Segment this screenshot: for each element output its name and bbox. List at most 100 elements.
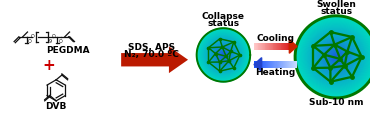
Circle shape xyxy=(221,52,226,58)
Bar xyxy=(288,43,289,50)
Circle shape xyxy=(322,43,350,71)
Bar xyxy=(274,61,276,68)
Circle shape xyxy=(198,30,249,80)
Circle shape xyxy=(335,56,337,58)
Circle shape xyxy=(329,50,344,64)
Bar xyxy=(274,43,275,50)
Circle shape xyxy=(218,50,229,60)
Bar xyxy=(266,61,267,68)
Bar xyxy=(254,43,255,50)
Bar xyxy=(276,61,277,68)
Circle shape xyxy=(220,52,227,58)
Circle shape xyxy=(307,28,365,86)
Circle shape xyxy=(208,39,239,71)
Circle shape xyxy=(201,33,245,77)
Text: PEGDMA: PEGDMA xyxy=(46,46,90,55)
Circle shape xyxy=(304,25,368,89)
Bar xyxy=(268,43,269,50)
Bar xyxy=(257,43,259,50)
Bar xyxy=(270,43,271,50)
Circle shape xyxy=(215,46,232,64)
Circle shape xyxy=(321,41,352,72)
Bar xyxy=(267,61,268,68)
Circle shape xyxy=(211,43,236,67)
Polygon shape xyxy=(254,58,262,71)
Circle shape xyxy=(208,40,239,70)
Circle shape xyxy=(213,45,234,65)
Circle shape xyxy=(305,26,367,88)
Text: status: status xyxy=(208,19,240,28)
Circle shape xyxy=(206,37,241,73)
Bar xyxy=(278,61,279,68)
Text: +: + xyxy=(42,58,55,73)
Bar xyxy=(263,61,264,68)
Circle shape xyxy=(217,48,230,62)
Bar xyxy=(259,61,260,68)
Bar xyxy=(281,61,282,68)
Bar xyxy=(272,61,273,68)
Text: 9: 9 xyxy=(48,39,51,44)
Bar xyxy=(293,61,294,68)
Bar xyxy=(270,61,271,68)
Circle shape xyxy=(330,51,342,63)
Circle shape xyxy=(222,53,225,57)
Bar xyxy=(266,43,267,50)
Circle shape xyxy=(309,30,363,84)
Text: O: O xyxy=(30,34,34,39)
Circle shape xyxy=(201,32,246,77)
Bar xyxy=(255,43,256,50)
Bar xyxy=(283,61,284,68)
Bar xyxy=(287,61,288,68)
Circle shape xyxy=(310,31,363,83)
Bar xyxy=(288,61,290,68)
Bar xyxy=(294,61,295,68)
Circle shape xyxy=(315,35,358,78)
Bar xyxy=(286,43,287,50)
Bar xyxy=(273,43,274,50)
Bar xyxy=(269,43,270,50)
Text: Cooling: Cooling xyxy=(257,34,294,43)
Bar xyxy=(291,61,293,68)
Circle shape xyxy=(297,17,376,96)
Bar xyxy=(254,61,255,68)
Circle shape xyxy=(213,44,234,66)
Bar xyxy=(284,61,285,68)
Circle shape xyxy=(207,38,240,72)
Bar xyxy=(277,43,278,50)
Circle shape xyxy=(316,36,357,77)
Circle shape xyxy=(308,29,364,85)
Circle shape xyxy=(198,29,249,81)
Circle shape xyxy=(214,45,233,65)
Circle shape xyxy=(209,41,237,69)
Bar xyxy=(268,61,269,68)
Circle shape xyxy=(223,54,224,55)
Bar xyxy=(264,43,265,50)
Circle shape xyxy=(200,31,247,79)
Circle shape xyxy=(210,42,237,68)
Circle shape xyxy=(297,18,375,96)
Circle shape xyxy=(217,49,230,61)
Circle shape xyxy=(199,30,248,80)
Polygon shape xyxy=(289,40,297,53)
Text: SDS, APS: SDS, APS xyxy=(128,43,175,52)
Circle shape xyxy=(212,44,235,66)
Bar xyxy=(256,43,257,50)
Bar xyxy=(280,61,281,68)
Circle shape xyxy=(316,37,356,77)
Text: O: O xyxy=(51,34,55,39)
Circle shape xyxy=(333,54,339,60)
Bar xyxy=(283,43,284,50)
Circle shape xyxy=(313,34,359,80)
Circle shape xyxy=(324,45,349,69)
Circle shape xyxy=(328,49,344,65)
Bar xyxy=(276,43,277,50)
Text: status: status xyxy=(320,7,352,15)
Circle shape xyxy=(217,49,229,61)
Circle shape xyxy=(222,54,225,56)
Bar xyxy=(262,43,263,50)
Circle shape xyxy=(317,38,355,76)
Circle shape xyxy=(206,38,240,72)
Bar xyxy=(263,43,264,50)
Text: O: O xyxy=(59,39,62,44)
Bar xyxy=(272,43,273,50)
